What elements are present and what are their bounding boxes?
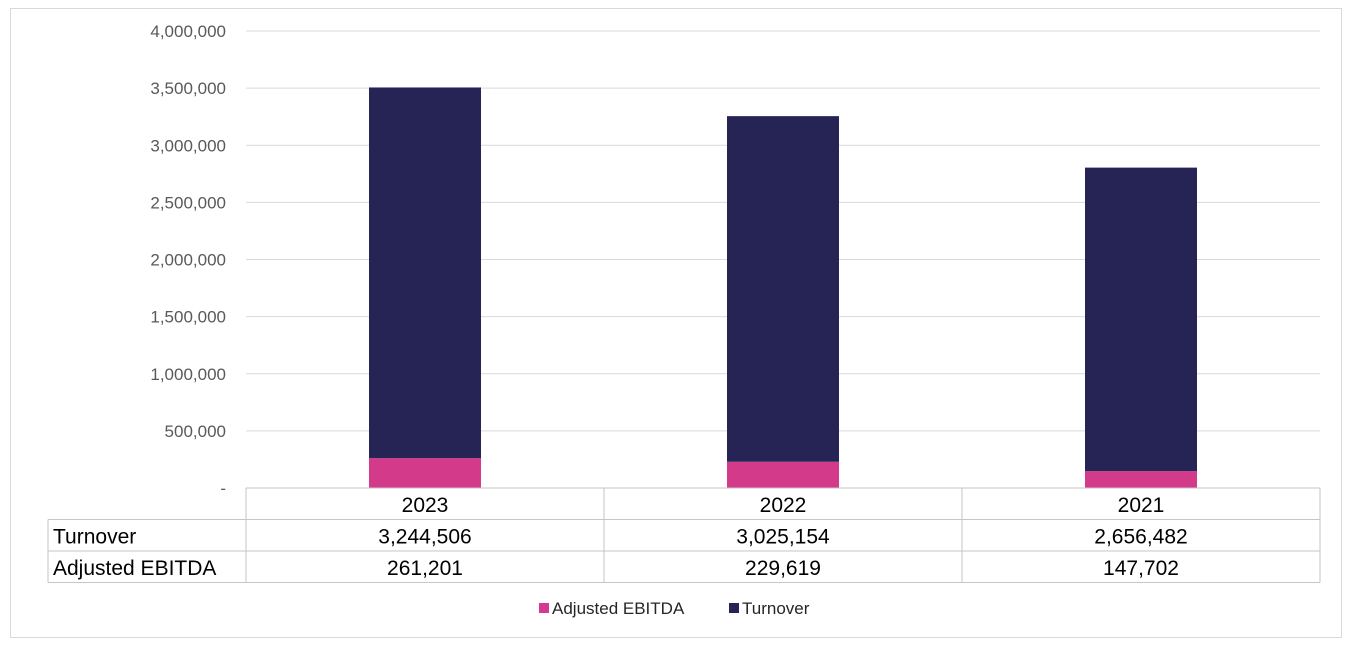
- y-tick-label: 500,000: [165, 422, 226, 441]
- data-label: 229,619: [745, 557, 821, 580]
- y-tick-label: 3,000,000: [150, 136, 226, 155]
- x-category-label: 2021: [1118, 494, 1165, 517]
- legend-swatch: [729, 603, 739, 613]
- data-label: 147,702: [1103, 557, 1179, 580]
- data-label: 261,201: [387, 557, 463, 580]
- bar-adjusted-ebitda: [369, 458, 481, 488]
- y-tick-label: 1,500,000: [150, 308, 226, 327]
- bar-turnover: [369, 87, 481, 459]
- legend-swatch: [539, 603, 549, 613]
- y-tick-label: 2,500,000: [150, 193, 226, 212]
- y-tick-label: 3,500,000: [150, 79, 226, 98]
- table-row-label: Turnover: [53, 525, 136, 548]
- y-tick-label: 1,000,000: [150, 365, 226, 384]
- table-row-label: Adjusted EBITDA: [53, 557, 216, 580]
- data-label: 3,025,154: [736, 525, 830, 548]
- x-category-label: 2022: [760, 494, 807, 517]
- x-category-label: 2023: [402, 494, 449, 517]
- bar-adjusted-ebitda: [1085, 471, 1197, 488]
- legend-label: Turnover: [742, 599, 810, 618]
- data-label: 2,656,482: [1094, 525, 1187, 548]
- bar-turnover: [1085, 167, 1197, 472]
- bar-turnover: [727, 116, 839, 462]
- y-tick-label: 2,000,000: [150, 251, 226, 270]
- y-tick-label: 4,000,000: [150, 22, 226, 41]
- bar-adjusted-ebitda: [727, 461, 839, 488]
- y-tick-label: -: [220, 479, 226, 498]
- legend-label: Adjusted EBITDA: [552, 599, 685, 618]
- data-label: 3,244,506: [378, 525, 471, 548]
